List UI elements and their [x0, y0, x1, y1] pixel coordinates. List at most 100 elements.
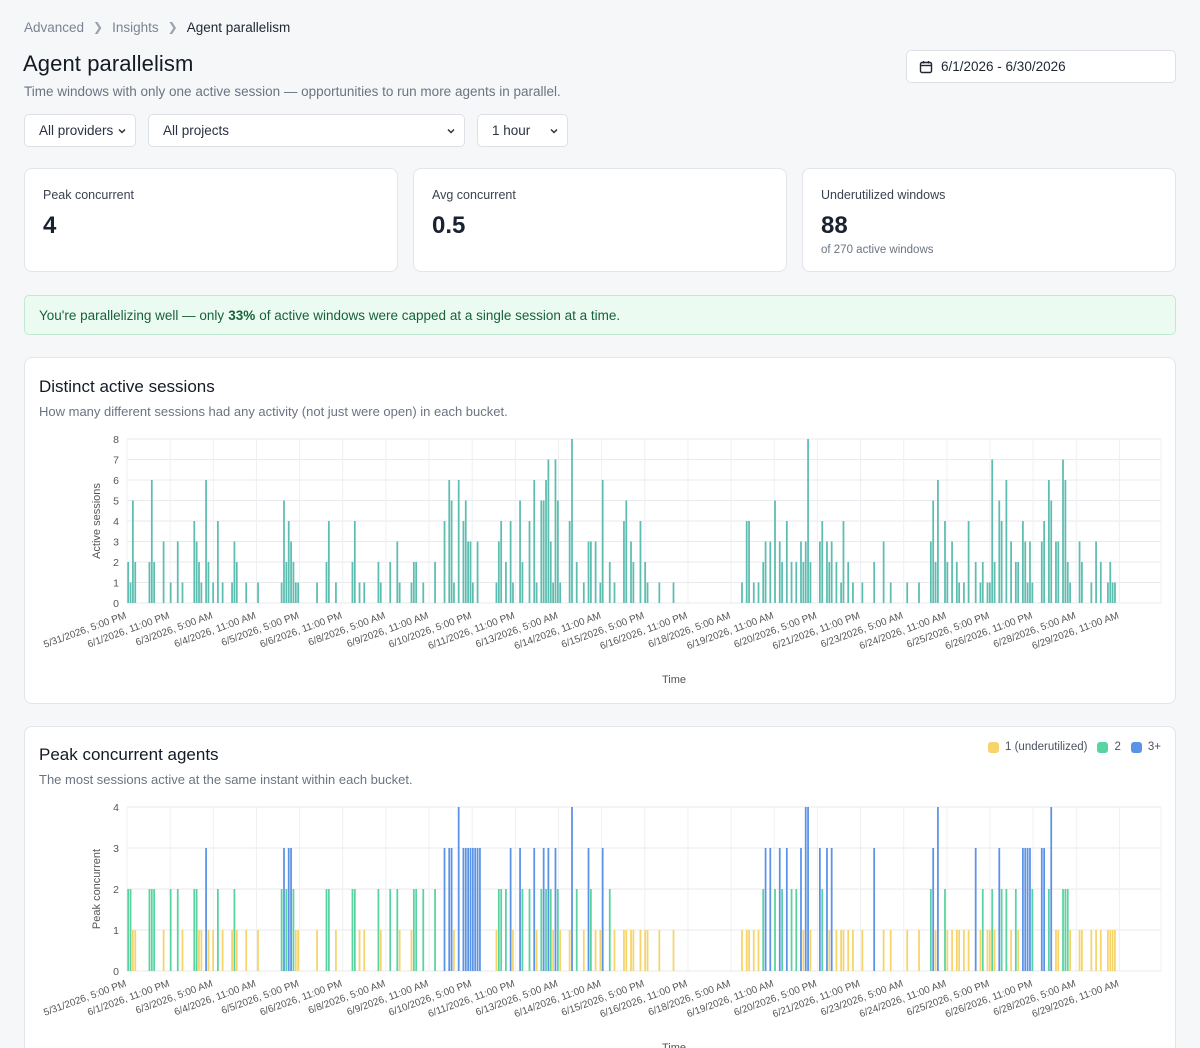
bar [500, 521, 503, 603]
bar [632, 562, 635, 603]
bar [556, 500, 559, 603]
bar [748, 521, 750, 603]
bar [205, 480, 207, 603]
bar [790, 889, 793, 971]
bar [509, 848, 512, 971]
bar [528, 889, 531, 971]
bar [231, 582, 233, 603]
bar [398, 582, 401, 603]
bar [396, 889, 399, 971]
bar [148, 562, 151, 603]
bar [1000, 889, 1003, 971]
bucket-select[interactable]: 1 hour [477, 114, 568, 147]
y-tick-label: 0 [113, 966, 119, 978]
bar [521, 562, 524, 603]
chart-legend: 1 (underutilized) 2 3+ [978, 741, 1161, 753]
bar [802, 930, 805, 971]
bar [934, 930, 937, 971]
stat-value: 88 [821, 212, 848, 239]
bar [613, 582, 616, 603]
bar [774, 889, 776, 971]
bar [221, 582, 224, 603]
bar [998, 500, 1001, 603]
bar [150, 480, 153, 603]
provider-select[interactable]: All providers [24, 114, 136, 147]
breadcrumb-insights[interactable]: Insights [112, 19, 159, 35]
bar [852, 582, 854, 603]
bar [290, 848, 292, 971]
bar [512, 582, 514, 603]
bar [752, 930, 755, 971]
project-select[interactable]: All projects [148, 114, 465, 147]
bar [741, 582, 743, 603]
breadcrumb: Advanced ❯ Insights ❯ Agent parallelism [24, 18, 290, 36]
bar [658, 582, 661, 603]
bar [1095, 930, 1097, 971]
bar [327, 521, 330, 603]
bar [545, 889, 547, 971]
bar [785, 848, 788, 971]
bar [257, 582, 259, 603]
bar [646, 582, 649, 603]
bar [644, 562, 647, 603]
bar [474, 848, 477, 971]
bar [613, 930, 616, 971]
bar [587, 848, 590, 971]
bar [434, 889, 436, 971]
bar [582, 930, 585, 971]
bar [934, 562, 937, 603]
y-tick-label: 1 [113, 925, 119, 937]
bar [547, 848, 550, 971]
bar [774, 500, 776, 603]
bar [807, 807, 809, 971]
bar [993, 930, 996, 971]
bar [672, 582, 675, 603]
bar [132, 500, 134, 603]
y-axis-title: Active sessions [91, 483, 103, 559]
bar [533, 848, 536, 971]
breadcrumb-advanced[interactable]: Advanced [24, 19, 85, 35]
bar [377, 562, 380, 603]
bar [835, 562, 838, 603]
legend-item-2[interactable]: 2 [1097, 741, 1121, 753]
bar [644, 930, 647, 971]
stat-label: Underutilized windows [821, 188, 946, 202]
bar [505, 562, 507, 603]
distinct-sessions-panel: Distinct active sessions How many differ… [24, 357, 1176, 704]
bar [457, 807, 460, 971]
bar [571, 439, 573, 603]
date-range-picker[interactable]: 6/1/2026 - 6/30/2026 [906, 50, 1176, 83]
bar [748, 930, 750, 971]
bar [497, 889, 500, 971]
bucket-select-value: 1 hour [492, 123, 531, 138]
bar [955, 930, 958, 971]
chevron-down-icon [118, 128, 126, 134]
bar [212, 930, 215, 971]
bar [1031, 889, 1034, 971]
bar [1017, 562, 1020, 603]
bar [1024, 848, 1027, 971]
bar [582, 582, 585, 603]
bar [809, 930, 812, 971]
bar [778, 541, 781, 603]
bar [835, 930, 838, 971]
stat-value: 4 [43, 212, 57, 239]
bar [453, 930, 455, 971]
bar [176, 541, 179, 603]
bar [316, 930, 318, 971]
page-subtitle: Time windows with only one active sessio… [24, 84, 561, 99]
banner-highlight: 33% [228, 307, 256, 323]
y-tick-label: 1 [113, 578, 119, 590]
bar [847, 562, 850, 603]
bar [800, 848, 802, 971]
stat-card-underutilized: Underutilized windows 88 of 270 active w… [802, 168, 1176, 272]
legend-item-1[interactable]: 1 (underutilized) [988, 741, 1087, 753]
bar [294, 582, 297, 603]
bar [1047, 889, 1050, 971]
legend-item-3[interactable]: 3+ [1130, 741, 1161, 753]
bar [1010, 930, 1012, 971]
bar [153, 562, 156, 603]
bar [462, 848, 465, 971]
bar [967, 521, 970, 603]
bar [962, 582, 965, 603]
